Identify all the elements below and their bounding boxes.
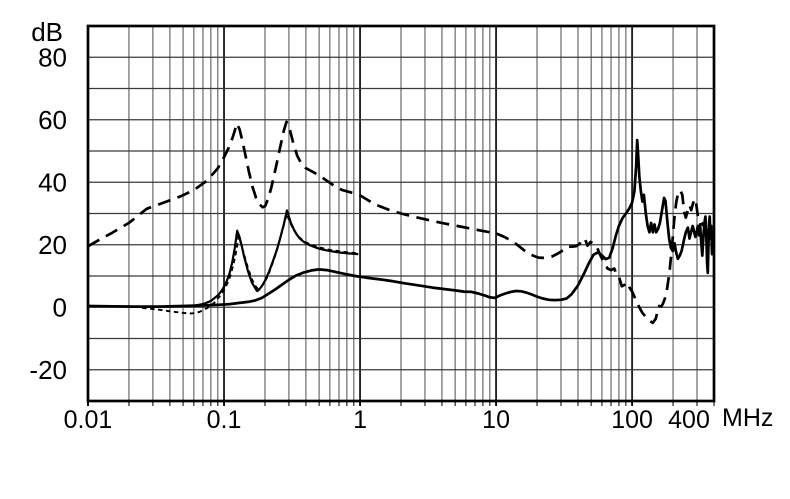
x-tick-label: 0.1 — [207, 406, 242, 434]
y-tick-label: 60 — [38, 105, 67, 135]
y-tick-label: 0 — [53, 292, 67, 322]
x-tick-label: 100 — [611, 406, 653, 434]
y-tick-label: -20 — [29, 355, 67, 385]
x-tick-label: 10 — [482, 406, 510, 434]
x-axis-unit-label: MHz — [722, 404, 774, 432]
x-tick-label: 0.01 — [64, 406, 113, 434]
y-tick-label: 40 — [38, 167, 67, 197]
x-tick-label: 1 — [353, 406, 367, 434]
y-tick-label: 80 — [38, 42, 67, 72]
plot-frame — [86, 24, 716, 403]
x-tick-label: 400 — [668, 406, 710, 434]
y-axis-unit-label: dB — [31, 17, 63, 47]
curve-upper-envelope-long-dash — [87, 120, 715, 325]
curve-lower-response-solid — [87, 138, 715, 308]
y-tick-label: 20 — [38, 230, 67, 260]
